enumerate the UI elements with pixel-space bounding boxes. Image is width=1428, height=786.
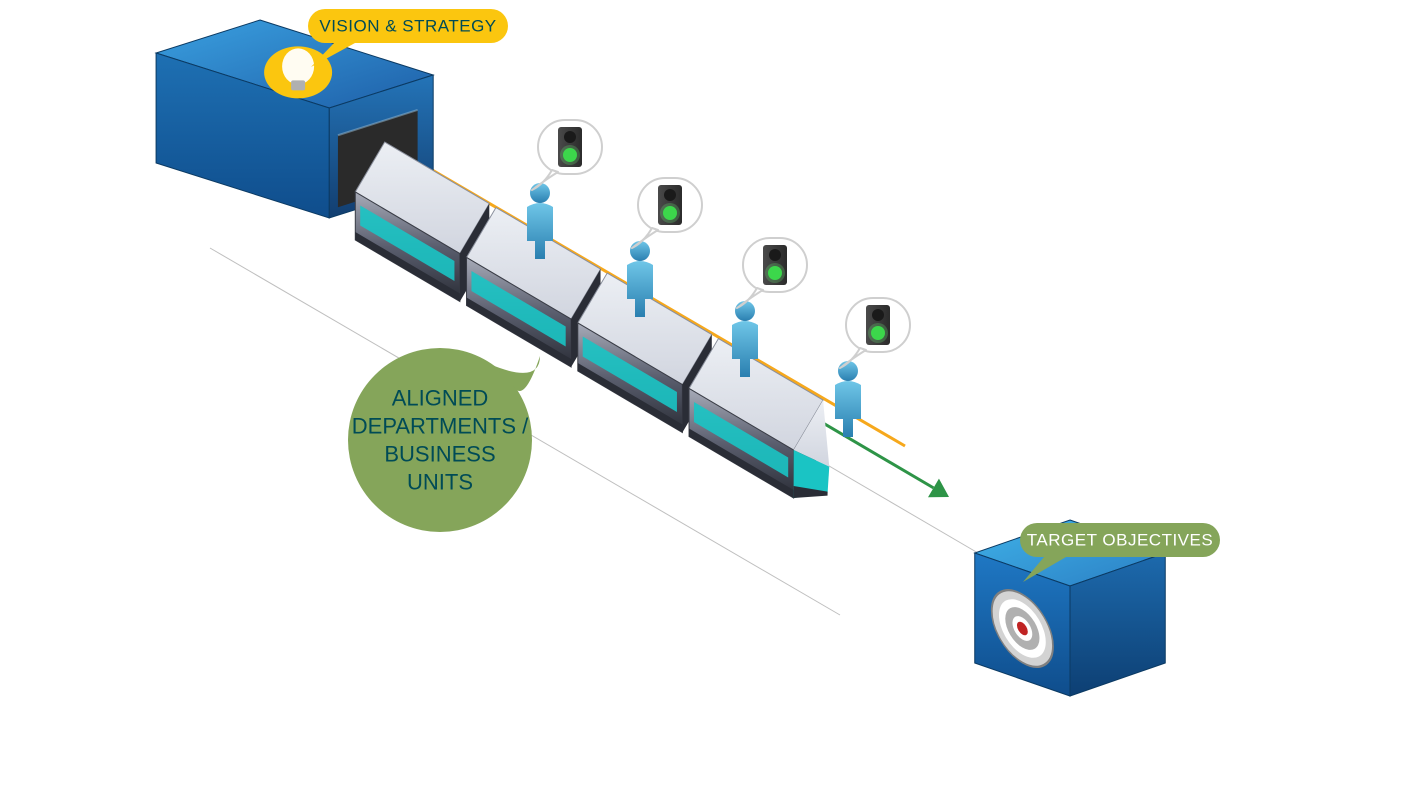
person-icon <box>835 298 910 437</box>
vision-label-text: VISION & STRATEGY <box>319 17 496 36</box>
traffic-light-icon <box>840 298 910 368</box>
infographic-svg: VISION & STRATEGY TARGET OBJECTIVES ALIGNE… <box>0 0 1428 786</box>
target-label-text: TARGET OBJECTIVES <box>1027 531 1213 550</box>
person-icon <box>732 238 807 377</box>
infographic-stage: VISION & STRATEGY TARGET OBJECTIVES ALIGNE… <box>0 0 1428 786</box>
traffic-light-icon <box>532 120 602 190</box>
aligned-label-line: UNITS <box>407 470 473 495</box>
aligned-label: ALIGNED DEPARTMENTS / BUSINESS UNITS <box>348 348 540 532</box>
person-icon <box>527 120 602 259</box>
aligned-label-line: DEPARTMENTS / <box>352 414 529 439</box>
person-icon <box>627 178 702 317</box>
traffic-light-icon <box>632 178 702 248</box>
traffic-light-icon <box>737 238 807 308</box>
aligned-label-line: ALIGNED <box>392 386 489 411</box>
aligned-label-line: BUSINESS <box>384 442 495 467</box>
